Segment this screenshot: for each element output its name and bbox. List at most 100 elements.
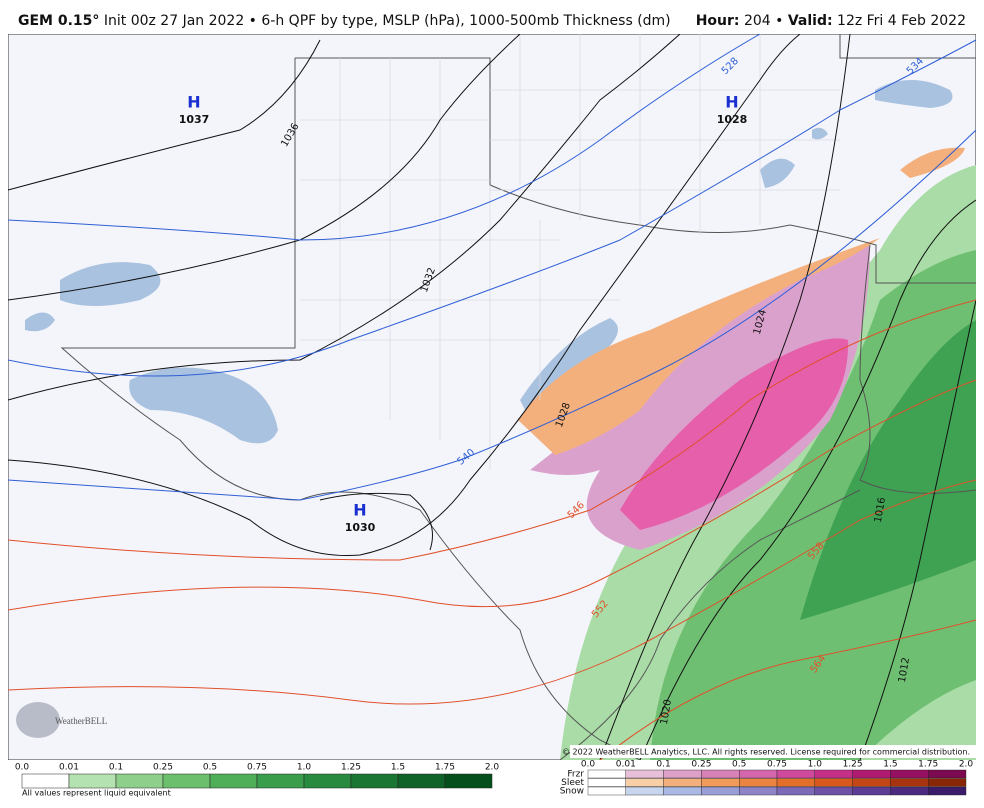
mixed-tick-label: 0.25 — [691, 760, 711, 770]
mixed-tick-label: 0.5 — [732, 760, 746, 770]
rain-tick-label: 0.75 — [247, 763, 267, 773]
mixed-color-swatch — [587, 769, 626, 779]
rain-tick-label: 0.1 — [109, 763, 123, 773]
header: GEM 0.15° Init 00z 27 Jan 2022 • 6-h QPF… — [18, 13, 966, 29]
mixed-color-swatch — [852, 778, 891, 787]
rain-moderate — [650, 250, 976, 760]
mixed-tick-label: 1.5 — [883, 760, 897, 770]
rain-color-swatch — [256, 773, 305, 789]
mixed-color-swatch — [852, 769, 891, 779]
mixed-color-swatch — [890, 786, 929, 796]
mixed-color-swatch — [776, 786, 815, 796]
thickness-cold — [8, 34, 976, 501]
mixed-color-swatch — [890, 769, 929, 779]
mixed-color-swatch — [587, 778, 626, 787]
pressure-letter: H — [725, 93, 738, 112]
mixed-color-swatch — [587, 786, 626, 796]
rain-color-swatch — [397, 773, 446, 789]
rain-color-swatch — [444, 773, 493, 789]
logo: WeatherBELL — [55, 716, 107, 726]
isobar-label: 1012 — [897, 657, 912, 684]
header-left: GEM 0.15° Init 00z 27 Jan 2022 • 6-h QPF… — [18, 13, 671, 29]
mixed-color-swatch — [776, 778, 815, 787]
mixed-tick-label: 2.0 — [959, 760, 974, 770]
mixed-color-swatch — [625, 769, 664, 779]
mixed-color-swatch — [814, 778, 853, 787]
mixed-color-swatch — [928, 778, 967, 787]
rain-color-swatch — [21, 773, 70, 789]
mixed-color-swatch — [739, 769, 778, 779]
copyright: © 2022 WeatherBELL Analytics, LLC. All r… — [562, 748, 970, 757]
mixed-color-swatch — [701, 769, 740, 779]
mixed-color-swatch — [890, 778, 929, 787]
rain-tick-label: 0.25 — [153, 763, 173, 773]
sleet — [518, 238, 880, 455]
precip-type-label: Sleet — [561, 778, 584, 788]
pressure-letter: H — [353, 501, 366, 520]
pressure-letter: H — [187, 93, 200, 112]
rain-tick-label: 0.0 — [15, 763, 30, 773]
mixed-color-swatch — [625, 778, 664, 787]
rain-color-swatch — [162, 773, 211, 789]
rain-tick-label: 1.75 — [435, 763, 455, 773]
county-lines — [300, 34, 840, 470]
mixed-tick-label: 0.75 — [767, 760, 787, 770]
rain-color-swatch — [350, 773, 399, 789]
isobars — [8, 34, 976, 760]
mixed-color-swatch — [739, 786, 778, 796]
frzr-heavy — [620, 338, 849, 530]
description: Init 00z 27 Jan 2022 • 6-h QPF by type, … — [104, 13, 671, 29]
isobar-label: 1020 — [659, 699, 674, 726]
rain-tick-label: 0.01 — [59, 763, 79, 773]
logo-mark — [16, 702, 60, 738]
legend: All values represent liquid equivalent 0… — [15, 760, 974, 798]
frzr-light — [530, 245, 870, 550]
mixed-color-swatch — [814, 786, 853, 796]
mixed-color-swatch — [625, 786, 664, 796]
rain-color-swatch — [209, 773, 258, 789]
rain-tick-label: 1.25 — [341, 763, 361, 773]
thickness-warm — [8, 299, 976, 760]
mixed-tick-label: 1.0 — [808, 760, 823, 770]
pressure-value: 1030 — [345, 521, 376, 534]
mixed-color-swatch — [701, 786, 740, 796]
map: H1037H1028H10301036103210281024101610121… — [8, 34, 976, 760]
pressure-value: 1028 — [717, 113, 748, 126]
precip-type-label: Frzr — [567, 770, 584, 780]
mixed-tick-label: 1.25 — [843, 760, 863, 770]
valid-label: Valid: — [788, 13, 833, 29]
mixed-tick-label: 1.75 — [918, 760, 938, 770]
mixed-color-swatch — [701, 778, 740, 787]
mixed-color-swatch — [928, 769, 967, 779]
pressure-value: 1037 — [179, 113, 210, 126]
header-right: Hour: 204 • Valid: 12z Fri 4 Feb 2022 — [696, 13, 966, 29]
rain-color-swatch — [303, 773, 352, 789]
mixed-color-swatch — [663, 786, 702, 796]
rain-heavy — [800, 320, 976, 620]
isobar-label: 1016 — [873, 497, 888, 524]
mixed-color-swatch — [663, 778, 702, 787]
mixed-tick-label: 0.01 — [616, 760, 636, 770]
model: GEM 0.15° — [18, 13, 99, 29]
copyright-bg — [570, 745, 976, 758]
mixed-color-swatch — [739, 778, 778, 787]
legend-note: All values represent liquid equivalent — [22, 789, 171, 798]
mixed-color-swatch — [814, 769, 853, 779]
rain-tick-label: 0.5 — [203, 763, 217, 773]
rain-color-swatch — [68, 773, 117, 789]
mixed-tick-label: 0.0 — [581, 760, 596, 770]
mixed-color-swatch — [928, 786, 967, 796]
valid-value: 12z Fri 4 Feb 2022 — [837, 13, 966, 29]
precip-type-label: Snow — [560, 787, 584, 797]
rain-tick-label: 1.0 — [297, 763, 312, 773]
rain-tick-label: 1.5 — [391, 763, 405, 773]
mixed-color-swatch — [852, 786, 891, 796]
mixed-tick-label: 0.1 — [656, 760, 670, 770]
rain-tick-label: 2.0 — [485, 763, 500, 773]
hour-label: Hour: — [696, 13, 740, 29]
mixed-color-swatch — [663, 769, 702, 779]
rain-color-swatch — [115, 773, 164, 789]
mixed-color-swatch — [776, 769, 815, 779]
